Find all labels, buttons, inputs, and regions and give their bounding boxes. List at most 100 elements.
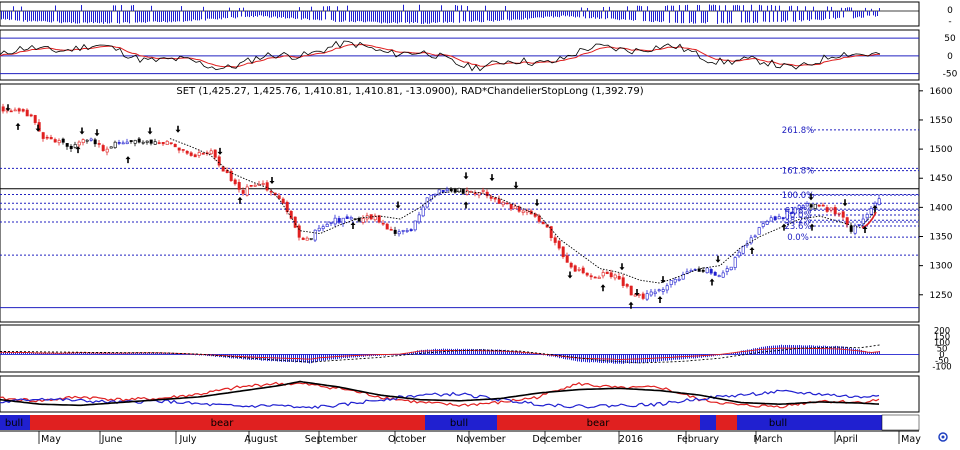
- candle-body: [254, 185, 256, 186]
- top-bar: [769, 11, 770, 22]
- top-bar: [311, 7, 312, 11]
- macd-hist-bar: [791, 345, 792, 354]
- macd-hist-bar: [809, 345, 810, 354]
- candle-body: [282, 199, 284, 203]
- top-bar: [527, 11, 528, 20]
- top-bar: [847, 7, 848, 11]
- top-bar: [457, 6, 458, 11]
- top-bar: [165, 11, 166, 22]
- macd-hist-bar: [433, 349, 434, 354]
- top-bar: [795, 11, 796, 22]
- top-bar: [579, 11, 580, 17]
- top-bar: [89, 11, 90, 22]
- candle-body: [650, 292, 652, 295]
- top-bar: [523, 11, 524, 19]
- candle-body: [634, 295, 636, 296]
- regime-segment: [700, 415, 716, 430]
- buy-arrow: [351, 222, 356, 229]
- top-bar: [379, 11, 380, 23]
- top-bar: [367, 11, 368, 21]
- gear-icon[interactable]: [939, 433, 947, 441]
- candle-body: [574, 266, 576, 271]
- top-bar: [673, 6, 674, 11]
- macd-hist-bar: [773, 346, 774, 355]
- top-bar: [291, 11, 292, 17]
- top-bar: [191, 11, 192, 21]
- top-bar: [735, 5, 736, 11]
- osc-tick-label: 50: [944, 34, 956, 44]
- candle-body: [830, 208, 832, 210]
- top-bar: [69, 11, 70, 22]
- macd-hist-bar: [455, 349, 456, 355]
- top-bar: [263, 11, 264, 17]
- top-bar: [411, 11, 412, 22]
- top-bar: [81, 5, 82, 11]
- top-bar: [773, 11, 774, 22]
- candle-body: [130, 140, 132, 141]
- price-tick-label: 1350: [930, 233, 953, 243]
- x-tick-label: August: [244, 434, 278, 445]
- top-bar: [655, 11, 656, 21]
- top-bar: [531, 11, 532, 18]
- top-bar: [643, 11, 644, 21]
- top-bar: [287, 11, 288, 18]
- top-bar: [41, 11, 42, 21]
- top-bar: [275, 11, 276, 16]
- top-bar: [571, 11, 572, 16]
- top-bar: [27, 11, 28, 22]
- top-bar: [817, 11, 818, 20]
- sell-arrow: [80, 128, 85, 135]
- macd-hist-bar: [117, 354, 118, 355]
- macd-hist-bar: [799, 345, 800, 354]
- top-bar: [425, 11, 426, 23]
- candle-body: [422, 207, 424, 216]
- candle-body: [70, 146, 72, 148]
- candle-body: [14, 110, 16, 111]
- top-bar: [667, 5, 668, 11]
- top-bar: [475, 11, 476, 21]
- top-bar: [765, 11, 766, 22]
- top-bar: [649, 11, 650, 21]
- top-bar: [647, 6, 648, 11]
- top-bar: [687, 5, 688, 11]
- top-bar: [553, 11, 554, 18]
- top-bar: [841, 8, 842, 11]
- top-bar: [617, 11, 618, 20]
- top-bar: [95, 11, 96, 22]
- chart-title: SET (1,425.27, 1,425.76, 1,410.81, 1,410…: [176, 86, 643, 97]
- top-bar: [235, 11, 236, 18]
- top-bar: [747, 11, 748, 22]
- top-bar: [659, 11, 660, 22]
- candle-body: [326, 224, 328, 226]
- candle-body: [294, 217, 296, 227]
- top-bar: [53, 11, 54, 21]
- top-bar: [719, 5, 720, 11]
- top-bar: [513, 11, 514, 19]
- top-bar: [125, 11, 126, 22]
- candle-body: [670, 280, 672, 284]
- candle-body: [382, 223, 384, 224]
- top-bar: [539, 11, 540, 17]
- top-bar: [463, 11, 464, 21]
- sell-arrow: [568, 271, 573, 278]
- top-bar: [437, 11, 438, 22]
- top-bar: [597, 11, 598, 17]
- top-bar: [319, 11, 320, 20]
- candle-body: [174, 144, 176, 147]
- top-bar: [641, 6, 642, 11]
- candle-body: [714, 272, 716, 275]
- top-bar: [75, 11, 76, 23]
- candle-body: [334, 218, 336, 224]
- top-bar: [3, 11, 4, 19]
- top-bar: [869, 11, 870, 16]
- macd-hist-bar: [51, 354, 52, 355]
- top-bar: [805, 6, 806, 11]
- top-bar: [521, 11, 522, 20]
- macd-hist-bar: [451, 349, 452, 355]
- top-bar: [745, 11, 746, 23]
- top-bar: [29, 11, 30, 21]
- candle-body: [98, 143, 100, 144]
- top-bar: [231, 11, 232, 17]
- top-bar: [789, 6, 790, 11]
- top-bar: [477, 11, 478, 21]
